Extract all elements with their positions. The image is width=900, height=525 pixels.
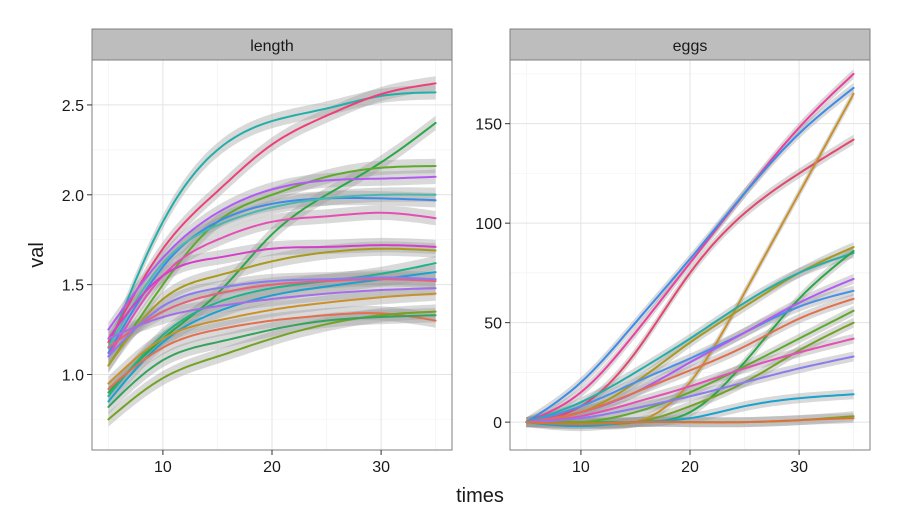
- y-tick-label: 100: [475, 216, 502, 233]
- series-line: [107, 310, 437, 421]
- series-line: [525, 337, 855, 424]
- series-line: [107, 193, 437, 349]
- series-line: [107, 91, 437, 349]
- x-tick-label: 30: [372, 459, 390, 476]
- series-line: [525, 86, 855, 424]
- series-line: [107, 165, 437, 367]
- series-line: [525, 417, 855, 426]
- x-tick-label: 20: [263, 459, 281, 476]
- series-line: [107, 314, 437, 408]
- confidence-band: [108, 190, 436, 361]
- strip-length: [91, 28, 453, 61]
- y-tick-label: 2.0: [62, 188, 84, 205]
- series-line: [107, 82, 437, 344]
- series-line: [525, 252, 855, 424]
- confidence-band: [108, 286, 436, 391]
- confidence-band: [108, 237, 436, 346]
- series-line: [525, 393, 855, 428]
- x-tick-label: 10: [572, 459, 590, 476]
- series-line: [525, 297, 855, 424]
- x-tick-label: 20: [681, 459, 699, 476]
- series-line: [107, 276, 437, 358]
- series-line: [107, 262, 437, 398]
- strip-label-eggs: eggs: [673, 38, 708, 55]
- confidence-band: [526, 82, 854, 428]
- y-tick-label: 150: [475, 117, 502, 134]
- x-tick-label: 10: [154, 459, 172, 476]
- series-line: [107, 292, 437, 385]
- confidence-band: [108, 115, 436, 400]
- y-tick-label: 0: [493, 415, 502, 432]
- confidence-band: [526, 273, 854, 428]
- axes-length: 10 20 30 1.0 1.5 2.0 2.5: [62, 98, 390, 476]
- y-tick-label: 1.5: [62, 278, 84, 295]
- strip-label-length: length: [250, 38, 294, 55]
- confidence-band: [108, 281, 436, 346]
- confidence-band: [108, 241, 436, 373]
- series-line: [107, 244, 437, 340]
- series-line: [525, 355, 855, 424]
- lines-eggs: [525, 72, 855, 428]
- series-line: [107, 287, 437, 340]
- confidence-band: [526, 333, 854, 428]
- axes-eggs: 10 20 30 0 50 100 150: [475, 117, 808, 476]
- series-line: [107, 278, 437, 349]
- confidence-band: [526, 389, 854, 432]
- series-line: [525, 72, 855, 424]
- y-tick-label: 50: [484, 316, 502, 333]
- confidence-band: [526, 134, 854, 428]
- x-axis-title: times: [456, 485, 504, 507]
- series-line: [107, 312, 437, 390]
- y-tick-label: 2.5: [62, 98, 84, 115]
- panel-length: length 10 20 30 1.0 1.5 2.0 2.5: [62, 28, 453, 476]
- series-line: [107, 247, 437, 367]
- y-axis-title: val: [26, 242, 48, 268]
- confidence-band: [526, 285, 854, 428]
- series-line: [525, 321, 855, 425]
- y-tick-label: 1.0: [62, 368, 84, 385]
- x-tick-label: 30: [790, 459, 808, 476]
- series-line: [525, 289, 855, 424]
- lines-length: [107, 82, 437, 421]
- panel-eggs: eggs 10 20 30 0 50 100 150: [475, 28, 871, 476]
- series-line: [107, 175, 437, 331]
- strip-eggs: [509, 28, 871, 61]
- confidence-band: [526, 351, 854, 428]
- series-line: [107, 197, 437, 354]
